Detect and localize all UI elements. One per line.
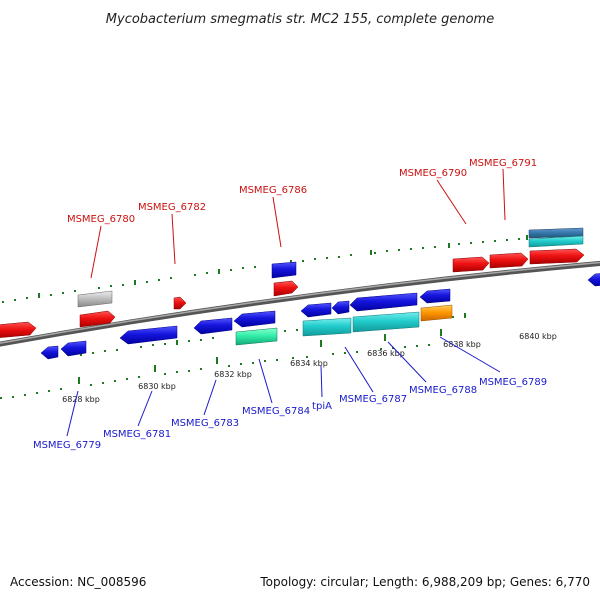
scale-tick-mark xyxy=(320,340,322,347)
label-leader xyxy=(272,196,282,248)
label-leader xyxy=(203,379,217,416)
gene-arrow[interactable] xyxy=(302,317,352,337)
scale-tick-label: 6830 kbp xyxy=(138,382,176,391)
label-leader xyxy=(387,341,427,383)
label-leader xyxy=(439,336,501,373)
scale-tick-mark xyxy=(78,377,80,384)
forward-genes xyxy=(0,227,585,338)
gene-arrow-msmeg-6790[interactable] xyxy=(452,256,490,273)
gene-label-msmeg-6786[interactable]: MSMEG_6786 xyxy=(239,185,307,196)
gene-arrow[interactable] xyxy=(77,290,113,308)
label-leader xyxy=(502,168,506,221)
gene-label-msmeg-6789[interactable]: MSMEG_6789 xyxy=(479,377,547,388)
reverse-genes xyxy=(40,273,600,360)
gene-arrow[interactable] xyxy=(271,261,297,279)
forward-track-dots xyxy=(2,235,528,303)
accession-text: Accession: NC_008596 xyxy=(10,575,146,589)
gene-arrow[interactable] xyxy=(331,300,350,315)
scale-tick-mark xyxy=(384,334,386,341)
scale-tick-label: 6834 kbp xyxy=(290,359,328,368)
gene-arrow[interactable] xyxy=(528,235,584,248)
gene-arrow[interactable] xyxy=(587,273,600,287)
gene-label-msmeg-6790[interactable]: MSMEG_6790 xyxy=(399,168,467,179)
gene-label-tpia[interactable]: tpiA xyxy=(312,401,332,412)
label-leader xyxy=(171,213,176,265)
label-leader xyxy=(66,390,79,437)
gene-arrow-msmeg-6786[interactable] xyxy=(273,280,299,297)
gene-arrow-msmeg-6784[interactable] xyxy=(235,327,278,346)
gene-arrow-msmeg-6782[interactable] xyxy=(173,296,187,310)
genome-backbone xyxy=(0,260,600,347)
gene-arrow-msmeg-6780[interactable] xyxy=(79,310,116,328)
genome-backbone-highlight xyxy=(0,261,600,344)
gene-arrow[interactable] xyxy=(0,321,37,338)
scale-track-dots xyxy=(0,344,430,399)
scale-tick-mark xyxy=(154,365,156,372)
gene-label-msmeg-6787[interactable]: MSMEG_6787 xyxy=(339,394,407,405)
reverse-gene-labels: MSMEG_6779 MSMEG_6781 MSMEG_6783 MSMEG_6… xyxy=(33,336,547,451)
gene-arrow-tpia[interactable] xyxy=(300,302,332,318)
gene-label-msmeg-6791[interactable]: MSMEG_6791 xyxy=(469,158,537,169)
scale-tick-mark xyxy=(440,329,442,336)
gene-arrow-msmeg-6789[interactable] xyxy=(420,304,453,322)
gene-arrow[interactable] xyxy=(233,310,276,328)
gene-arrow-msmeg-6783[interactable] xyxy=(193,317,233,335)
scale-tick-label: 6832 kbp xyxy=(214,370,252,379)
forward-gene-labels: MSMEG_6780 MSMEG_6782 MSMEG_6786 MSMEG_6… xyxy=(67,158,537,279)
scale-ticks: 6828 kbp 6830 kbp 6832 kbp 6834 kbp 6836… xyxy=(62,329,557,404)
scale-tick-mark xyxy=(216,357,218,364)
label-leader xyxy=(137,390,153,427)
gene-label-msmeg-6782[interactable]: MSMEG_6782 xyxy=(138,202,206,213)
gene-arrow-msmeg-6779[interactable] xyxy=(40,345,59,360)
scale-tick-label: 6828 kbp xyxy=(62,395,100,404)
page-title: Mycobacterium smegmatis str. MC2 155, co… xyxy=(106,12,494,27)
gene-arrow-msmeg-6791[interactable] xyxy=(489,252,529,269)
gene-arrow-msmeg-6788[interactable] xyxy=(419,288,451,304)
topology-text: Topology: circular; Length: 6,988,209 bp… xyxy=(259,575,590,589)
gene-arrow[interactable] xyxy=(60,340,87,357)
gene-arrow[interactable] xyxy=(529,248,585,265)
gene-arrow-msmeg-6781[interactable] xyxy=(119,325,178,345)
scale-tick-label: 6840 kbp xyxy=(519,332,557,341)
label-leader xyxy=(320,365,323,398)
label-leader xyxy=(90,225,102,279)
gene-label-msmeg-6783[interactable]: MSMEG_6783 xyxy=(171,418,239,429)
scale-tick-label: 6836 kbp xyxy=(367,349,405,358)
gene-label-msmeg-6779[interactable]: MSMEG_6779 xyxy=(33,440,101,451)
label-leader xyxy=(344,346,374,393)
gene-label-msmeg-6781[interactable]: MSMEG_6781 xyxy=(103,429,171,440)
gene-label-msmeg-6780[interactable]: MSMEG_6780 xyxy=(67,214,135,225)
gene-arrow-msmeg-6787[interactable] xyxy=(349,292,418,312)
scale-tick-label: 6838 kbp xyxy=(443,340,481,349)
label-leader xyxy=(258,358,273,404)
gene-label-msmeg-6788[interactable]: MSMEG_6788 xyxy=(409,385,477,396)
gene-arrow[interactable] xyxy=(352,311,420,333)
gene-label-msmeg-6784[interactable]: MSMEG_6784 xyxy=(242,406,310,417)
label-leader xyxy=(436,179,467,225)
